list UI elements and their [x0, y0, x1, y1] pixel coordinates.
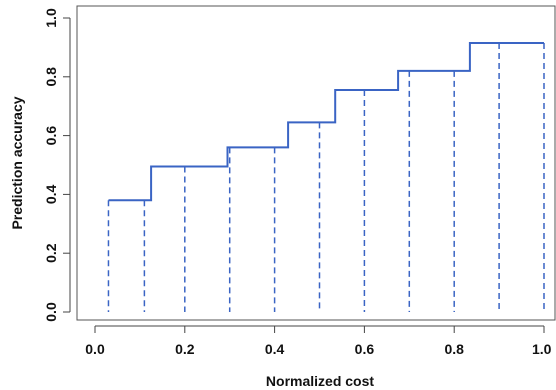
- x-tick-label: 0.0: [85, 341, 105, 357]
- x-tick-label: 0.2: [175, 341, 195, 357]
- x-tick-label: 0.8: [444, 341, 464, 357]
- y-tick-label: 0.6: [43, 126, 59, 146]
- step-line: [108, 42, 544, 202]
- y-tick-label: 1.0: [43, 8, 59, 28]
- x-axis-label: Normalized cost: [266, 373, 374, 389]
- x-tick-label: 1.0: [532, 341, 552, 357]
- dashed-drop-lines: [107, 42, 545, 312]
- x-axis: 0.0 0.2 0.4 0.6 0.8 1.0: [85, 325, 552, 357]
- y-tick-label: 0.0: [43, 302, 59, 322]
- x-tick-label: 0.4: [265, 341, 285, 357]
- x-tick-label: 0.6: [355, 341, 375, 357]
- y-tick-label: 0.8: [43, 67, 59, 87]
- plot-frame: [76, 5, 556, 321]
- y-tick-label: 0.4: [43, 184, 59, 204]
- y-tick-label: 0.2: [43, 243, 59, 263]
- y-axis-label: Prediction accuracy: [9, 96, 25, 229]
- y-axis: 0.0 0.2 0.4 0.6 0.8 1.0: [43, 8, 71, 322]
